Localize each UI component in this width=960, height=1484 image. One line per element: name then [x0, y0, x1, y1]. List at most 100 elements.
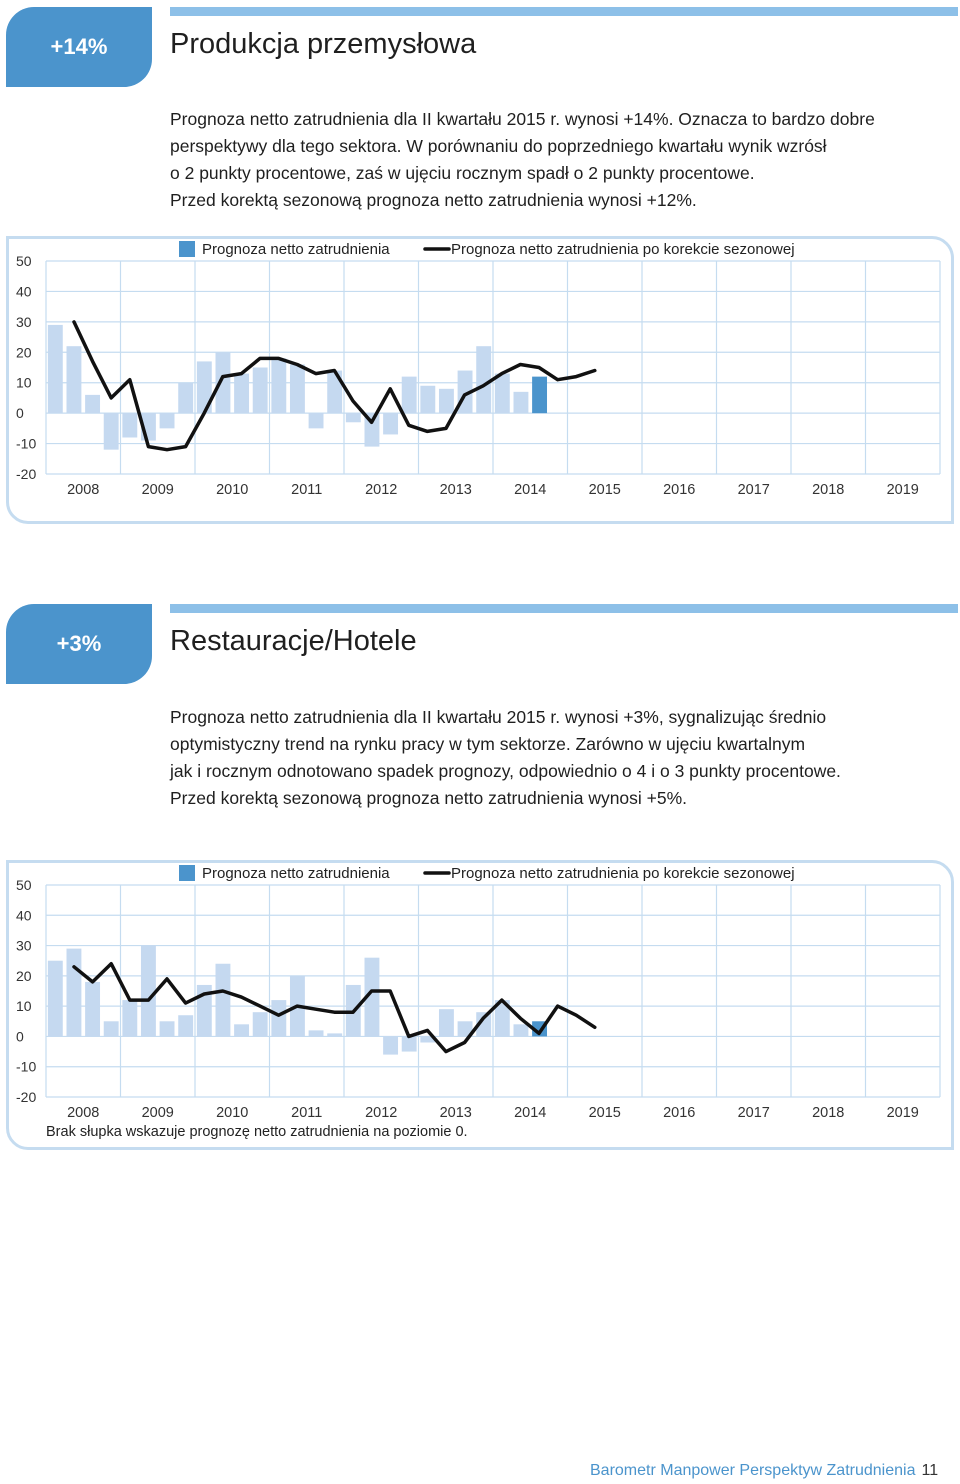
y-tick-label: 30	[16, 314, 32, 330]
x-tick-label: 2008	[67, 1105, 99, 1121]
y-tick-label: 20	[16, 968, 32, 984]
x-tick-label: 2014	[514, 1105, 546, 1121]
description-line: jak i rocznym odnotowano spadek prognozy…	[170, 761, 841, 781]
bar	[271, 1000, 287, 1037]
bar	[308, 413, 324, 429]
section-description: Prognoza netto zatrudnienia dla II kwart…	[170, 704, 950, 812]
bar	[494, 373, 510, 414]
y-tick-label: 0	[16, 405, 24, 421]
description-line: Prognoza netto zatrudnienia dla II kwart…	[170, 707, 827, 727]
x-tick-label: 2011	[291, 1105, 322, 1121]
bar	[271, 358, 287, 414]
x-tick-label: 2017	[738, 1105, 770, 1121]
bar	[196, 984, 212, 1037]
bar	[66, 346, 82, 414]
y-tick-label: -10	[16, 1059, 36, 1075]
y-tick-label: -20	[16, 466, 36, 482]
y-tick-label: -20	[16, 1089, 36, 1105]
chart-note: Brak słupka wskazuje prognozę netto zatr…	[46, 1124, 468, 1140]
x-tick-label: 2009	[142, 1105, 174, 1121]
x-tick-label: 2017	[738, 482, 770, 498]
bar	[47, 324, 63, 414]
bar	[494, 1000, 510, 1037]
legend-label-bar: Prognoza netto zatrudnienia	[202, 241, 390, 258]
bar	[327, 370, 343, 414]
bar	[345, 413, 361, 423]
bar	[532, 376, 548, 414]
bar	[66, 948, 82, 1037]
bar	[159, 1021, 175, 1037]
page-footer: Barometr Manpower Perspektyw Zatrudnieni…	[590, 1462, 938, 1480]
bar	[122, 413, 138, 438]
x-tick-label: 2018	[812, 1105, 844, 1121]
bar	[438, 388, 454, 414]
bar	[252, 367, 268, 414]
x-tick-label: 2015	[589, 482, 621, 498]
bar	[122, 1000, 138, 1037]
x-tick-label: 2008	[67, 482, 99, 498]
bar	[289, 364, 305, 414]
bar	[215, 352, 231, 414]
x-tick-label: 2014	[514, 482, 546, 498]
bar	[457, 1021, 473, 1037]
bar	[159, 413, 175, 429]
bar	[308, 1030, 324, 1037]
bar	[140, 945, 156, 1037]
y-tick-label: 50	[16, 253, 32, 269]
bar	[85, 981, 101, 1037]
x-tick-label: 2011	[291, 482, 322, 498]
bar	[420, 1036, 436, 1043]
x-tick-label: 2019	[887, 482, 919, 498]
description-line: optymistyczny trend na rynku pracy w tym…	[170, 734, 806, 754]
x-tick-label: 2012	[365, 1105, 397, 1121]
legend-swatch-bar	[179, 865, 195, 881]
y-tick-label: 20	[16, 344, 32, 360]
legend-label-line: Prognoza netto zatrudnienia po korekcie …	[451, 241, 795, 258]
bar	[234, 1024, 250, 1037]
x-tick-label: 2009	[142, 482, 174, 498]
bar	[364, 413, 380, 447]
description-line: Prognoza netto zatrudnienia dla II kwart…	[170, 109, 875, 129]
x-tick-label: 2010	[216, 482, 248, 498]
y-tick-label: 40	[16, 907, 32, 923]
x-tick-label: 2013	[440, 482, 472, 498]
section-title: Produkcja przemysłowa	[170, 28, 477, 60]
x-tick-label: 2018	[812, 482, 844, 498]
bar	[420, 385, 436, 414]
series-line-adjusted	[72, 320, 597, 452]
chart-frame	[6, 860, 954, 1150]
x-tick-label: 2013	[440, 1105, 472, 1121]
bar	[476, 1012, 492, 1037]
description-line: Przed korektą sezonową prognoza netto za…	[170, 190, 697, 210]
section-top-bar	[170, 7, 958, 16]
bar	[196, 361, 212, 414]
bar	[234, 373, 250, 414]
bar	[85, 394, 101, 414]
y-tick-label: 10	[16, 998, 32, 1014]
bar	[383, 413, 399, 435]
forecast-badge: +14%	[6, 7, 152, 87]
bar	[178, 1015, 194, 1037]
legend-label-bar: Prognoza netto zatrudnienia	[202, 865, 390, 882]
bar	[438, 1009, 454, 1037]
bar	[401, 376, 417, 414]
bar	[103, 413, 119, 450]
y-tick-label: 30	[16, 938, 32, 954]
section-top-bar	[170, 604, 958, 613]
bar	[383, 1036, 399, 1055]
x-tick-label: 2015	[589, 1105, 621, 1121]
bar	[327, 1033, 343, 1037]
bar	[215, 963, 231, 1037]
page-number: 11	[921, 1462, 939, 1479]
legend-label-line: Prognoza netto zatrudnienia po korekcie …	[451, 865, 795, 882]
bar	[47, 960, 63, 1037]
legend-swatch-bar	[179, 241, 195, 257]
x-tick-label: 2016	[663, 1105, 695, 1121]
y-tick-label: 40	[16, 283, 32, 299]
description-line: Przed korektą sezonową prognoza netto za…	[170, 788, 688, 808]
forecast-badge: +3%	[6, 604, 152, 684]
bar	[252, 1012, 268, 1037]
bar	[103, 1021, 119, 1037]
